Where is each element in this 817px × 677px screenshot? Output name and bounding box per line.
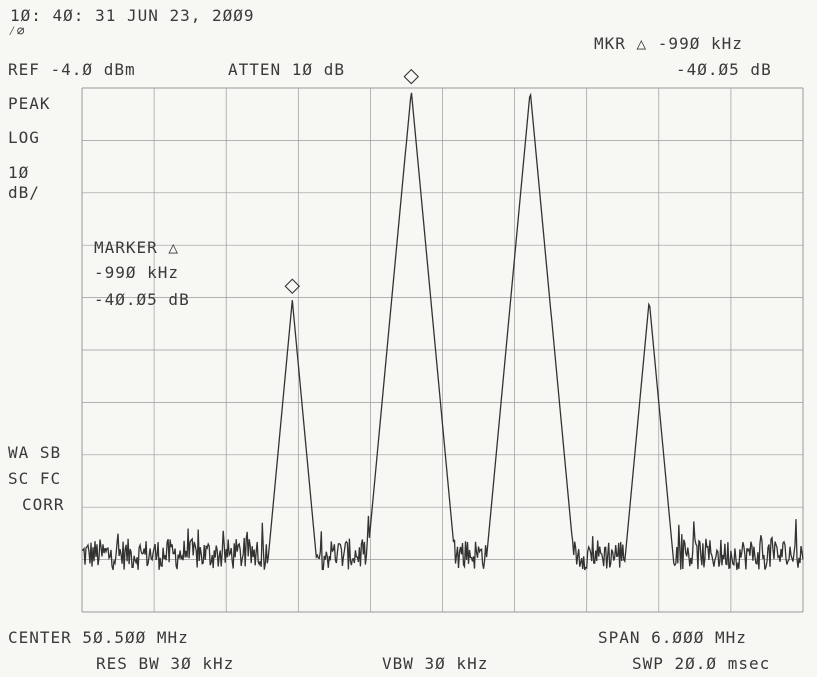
marker-box-freq: -99Ø kHz [94, 263, 180, 282]
marker-box-title: MARKER △ [94, 238, 180, 257]
scale-unit: dB/ [8, 183, 40, 202]
scale-mode: LOG [8, 128, 40, 147]
pen-icon: ⁄⌀ [8, 24, 26, 39]
marker-readout-label: MKR △ -99Ø kHz [594, 34, 743, 53]
marker-diamond-icon [284, 278, 301, 294]
status-sc-fc: SC FC [8, 469, 62, 488]
detector-mode: PEAK [8, 94, 51, 113]
marker-box-level: -4Ø.Ø5 dB [94, 290, 190, 309]
marker-diamond-icon [403, 68, 420, 85]
status-corr: CORR [22, 495, 65, 514]
peak-markers [284, 68, 420, 294]
center-frequency: CENTER 5Ø.5ØØ MHz [8, 628, 189, 647]
spectrum-trace [81, 92, 804, 571]
marker-readout-value: -4Ø.Ø5 dB [676, 60, 772, 79]
attenuation: ATTEN 1Ø dB [228, 60, 345, 79]
resolution-bandwidth: RES BW 3Ø kHz [96, 654, 235, 673]
ref-level: REF -4.Ø dBm [8, 60, 136, 79]
status-wa-sb: WA SB [8, 443, 62, 462]
span: SPAN 6.ØØØ MHz [598, 628, 747, 647]
scale-value: 1Ø [8, 163, 30, 182]
graticule [81, 87, 804, 613]
timestamp: 1Ø: 4Ø: 31 JUN 23, 2ØØ9 [10, 6, 255, 25]
video-bandwidth: VBW 3Ø kHz [382, 654, 489, 673]
sweep-time: SWP 2Ø.Ø msec [632, 654, 771, 673]
